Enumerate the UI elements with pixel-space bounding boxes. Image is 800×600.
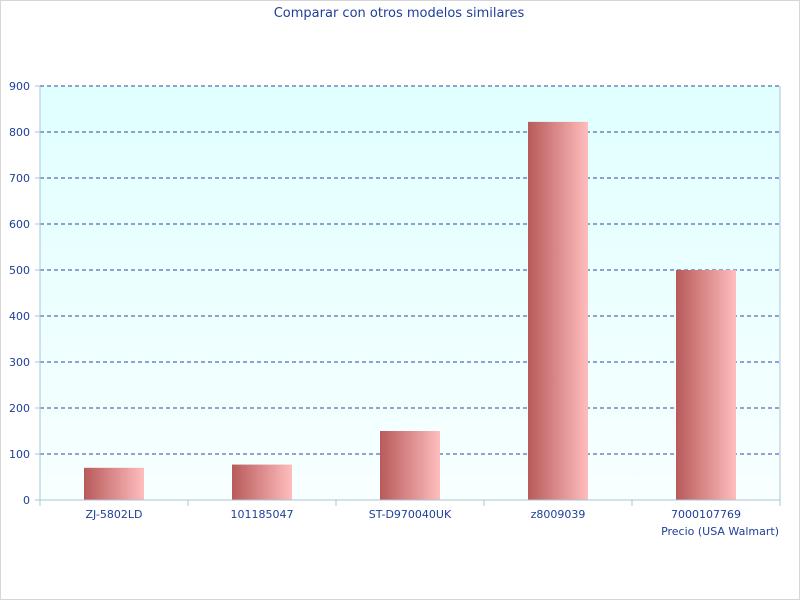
y-tick-label: 600 [9, 218, 30, 231]
bar-7000107769 [676, 270, 736, 500]
y-tick-label: 200 [9, 402, 30, 415]
bar-z8009039 [528, 121, 588, 500]
x-tick-label: ST-D970040UK [369, 508, 452, 521]
y-tick-label: 0 [23, 494, 30, 507]
x-tick-label: 101185047 [231, 508, 294, 521]
y-tick-label: 100 [9, 448, 30, 461]
y-tick-label: 700 [9, 172, 30, 185]
x-tick-label: 7000107769 [671, 508, 741, 521]
y-tick-label: 400 [9, 310, 30, 323]
y-tick-label: 800 [9, 126, 30, 139]
x-axis-label: Precio (USA Walmart) [661, 525, 779, 538]
bar-ST-D970040UK [380, 431, 440, 500]
bar-ZJ-5802LD [84, 467, 144, 500]
y-tick-label: 300 [9, 356, 30, 369]
y-tick-label: 500 [9, 264, 30, 277]
y-tick-label: 900 [9, 80, 30, 93]
chart-title: Comparar con otros modelos similares [274, 6, 525, 21]
gridlines [35, 85, 780, 501]
axes [39, 86, 781, 506]
bars [84, 121, 736, 500]
y-tick-labels: 0 100 200 300 400 500 600 700 800 900 [9, 80, 30, 507]
bar-101185047 [232, 464, 292, 500]
x-tick-labels: ZJ-5802LD 101185047 ST-D970040UK z8009039 70… [86, 508, 741, 521]
x-tick-label: z8009039 [531, 508, 586, 521]
x-tick-label: ZJ-5802LD [86, 508, 143, 521]
